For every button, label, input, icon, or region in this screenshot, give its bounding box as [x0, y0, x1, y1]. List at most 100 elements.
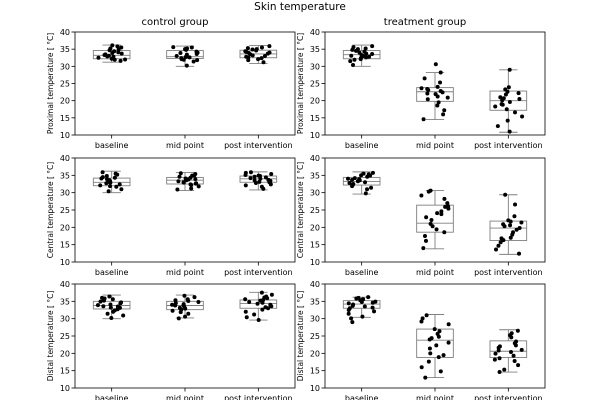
box-post-intervention — [489, 192, 528, 256]
y-tick-label: 20 — [310, 223, 320, 232]
data-point — [350, 182, 355, 187]
data-point — [364, 55, 369, 60]
data-point — [422, 234, 427, 238]
data-point — [513, 110, 517, 115]
data-point — [117, 182, 122, 187]
data-point — [514, 227, 519, 232]
y-tick-label: 40 — [60, 28, 70, 37]
data-point — [508, 349, 513, 354]
data-point — [255, 301, 260, 306]
y-tick-label: 35 — [310, 45, 320, 54]
data-point — [508, 333, 513, 338]
data-point — [259, 56, 264, 61]
data-point — [370, 51, 375, 56]
data-point — [173, 298, 178, 303]
data-point — [174, 54, 179, 59]
data-point — [493, 104, 498, 109]
y-tick-label: 20 — [60, 97, 70, 106]
data-point — [511, 353, 516, 358]
y-tick-label: 35 — [60, 171, 70, 180]
data-point — [370, 305, 375, 310]
x-tick-label: mid point — [416, 268, 454, 277]
data-point — [496, 348, 501, 353]
data-point — [263, 175, 268, 180]
data-point — [266, 306, 271, 311]
box-post-intervention — [239, 290, 278, 323]
data-point — [170, 302, 175, 307]
data-point — [107, 48, 112, 53]
data-point — [243, 297, 248, 302]
data-point — [438, 369, 443, 374]
data-point — [438, 80, 443, 85]
y-tick-label: 35 — [310, 171, 320, 180]
subplot-2: 10 15 20 25 30 35 40 Proximal temperature [ °C]… — [296, 28, 546, 150]
data-point — [419, 193, 424, 198]
data-point — [434, 227, 439, 232]
data-point — [428, 351, 433, 356]
y-tick-label: 40 — [310, 280, 320, 289]
data-point — [513, 343, 518, 348]
data-point — [252, 178, 257, 183]
box-post-intervention — [489, 328, 528, 375]
data-point — [119, 51, 124, 56]
data-point — [262, 54, 267, 59]
data-point — [245, 46, 250, 51]
x-tick-label: post intervention — [224, 141, 293, 150]
subplot-1: 10 15 20 25 30 35 40 Proximal temperature [ °C]… — [46, 28, 296, 150]
data-point — [256, 57, 261, 62]
data-point — [501, 96, 506, 101]
data-point — [100, 170, 105, 175]
y-axis-label: Proximal temperature [ °C] — [46, 33, 55, 134]
data-point — [183, 55, 188, 60]
y-tick-label: 25 — [310, 206, 320, 215]
subplot-6: 10 15 20 25 30 35 40 Distal temperature [ °C] ba… — [296, 280, 546, 400]
y-tick-label: 40 — [310, 154, 320, 163]
data-point — [185, 297, 190, 302]
data-point — [520, 114, 525, 119]
data-point — [349, 316, 354, 321]
box-mid-point — [416, 313, 454, 380]
y-tick-label: 10 — [60, 384, 70, 393]
data-point — [426, 359, 431, 364]
data-point — [112, 175, 117, 180]
data-point — [115, 44, 120, 49]
data-point — [259, 184, 264, 189]
y-tick-label: 15 — [310, 241, 320, 250]
data-point — [432, 327, 437, 332]
data-point — [510, 232, 515, 237]
data-point — [267, 180, 272, 185]
y-tick-label: 35 — [310, 297, 320, 306]
x-tick-label: baseline — [95, 394, 129, 400]
data-point — [269, 292, 274, 297]
data-point — [267, 44, 272, 49]
y-tick-label: 25 — [60, 80, 70, 89]
data-point — [434, 343, 439, 348]
data-point — [446, 322, 451, 327]
data-point — [422, 76, 427, 81]
data-point — [261, 297, 266, 302]
data-point — [254, 47, 259, 52]
box-mid-point — [416, 188, 454, 251]
axes-frame — [324, 157, 546, 263]
data-point — [508, 219, 513, 224]
data-point — [259, 45, 264, 50]
data-point — [435, 94, 440, 99]
data-point — [170, 308, 175, 313]
data-point — [102, 296, 107, 301]
y-tick-label: 30 — [60, 62, 70, 71]
data-point — [369, 185, 374, 190]
y-tick-label: 30 — [310, 62, 320, 71]
box-baseline — [342, 44, 381, 67]
x-tick-label: baseline — [345, 394, 379, 400]
data-point — [425, 86, 430, 91]
data-point — [373, 299, 378, 304]
x-tick-label: mid point — [416, 141, 454, 150]
data-point — [188, 175, 193, 180]
data-point — [503, 192, 508, 197]
data-point — [184, 63, 189, 68]
data-point — [243, 183, 248, 188]
data-point — [346, 176, 350, 181]
data-point — [98, 299, 103, 304]
data-point — [177, 305, 182, 310]
y-axis-label: Distal temperature [ °C] — [296, 291, 305, 382]
